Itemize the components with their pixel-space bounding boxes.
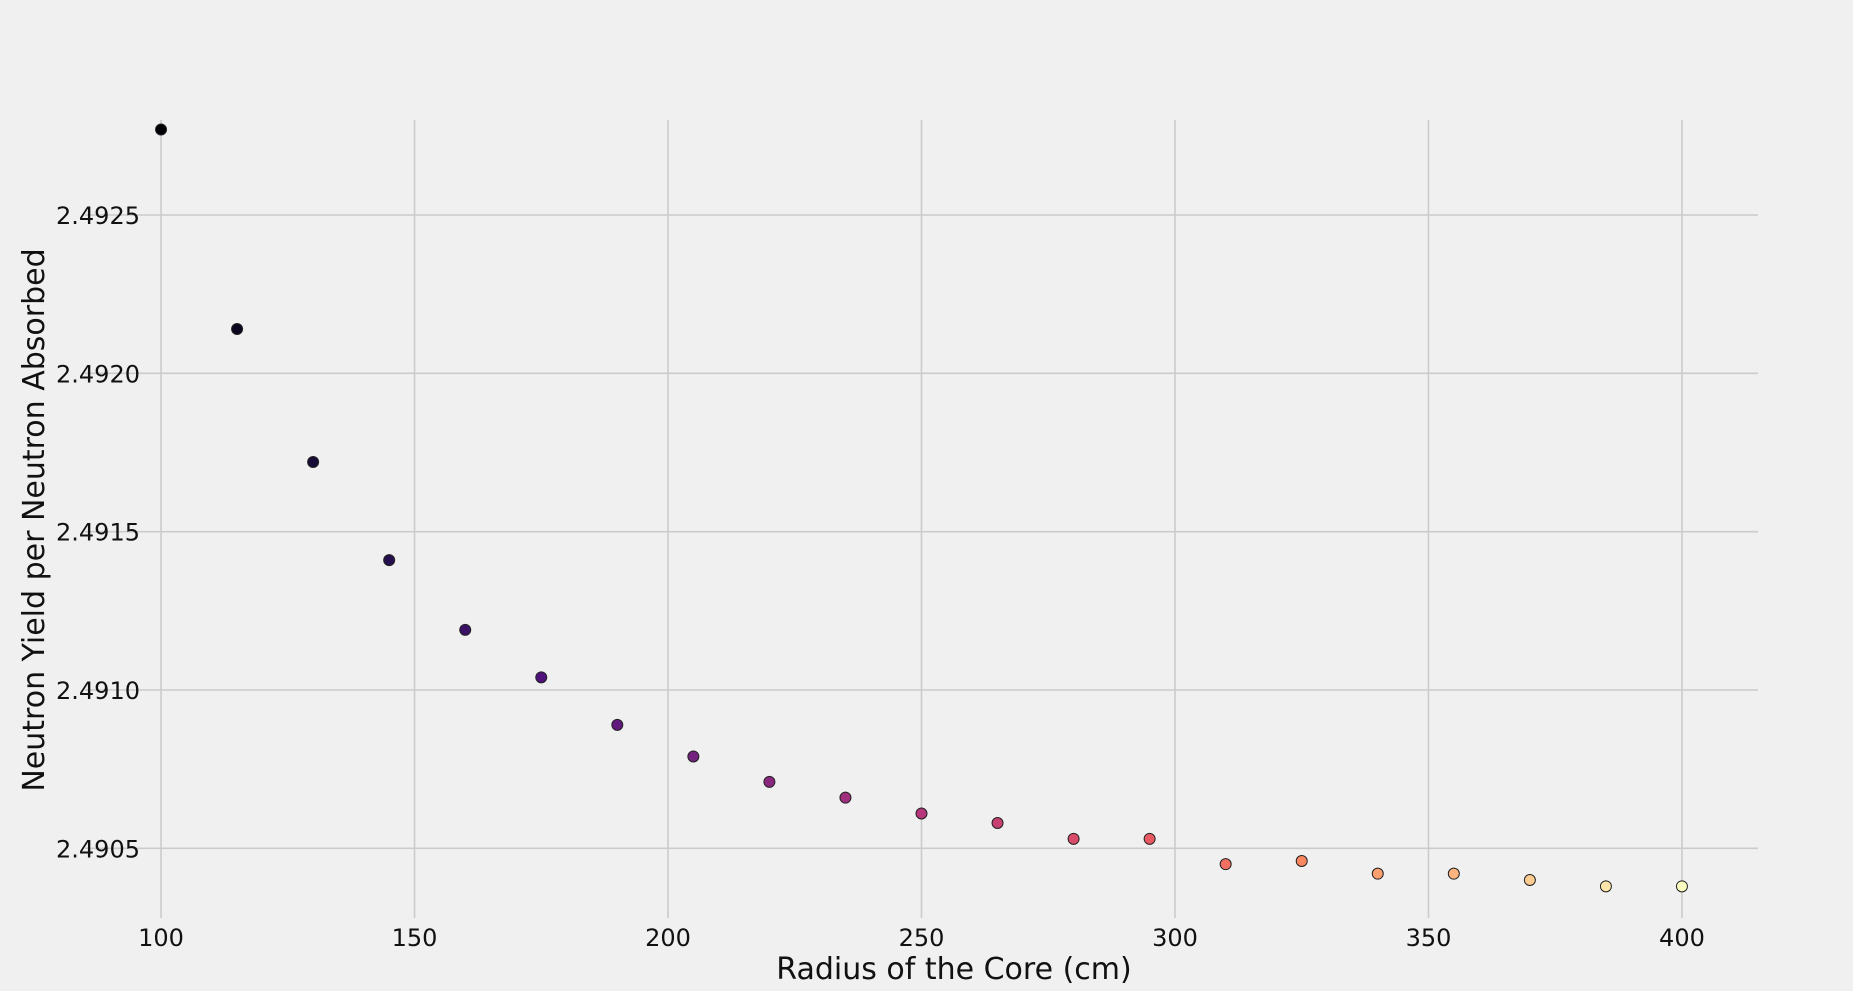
data-point [1599, 880, 1612, 893]
data-point [687, 750, 700, 763]
data-point [1523, 874, 1536, 886]
x-tick-label: 350 [1406, 924, 1452, 952]
data-point [1067, 832, 1080, 845]
data-points [155, 123, 1688, 893]
y-tick-label: 2.4925 [56, 202, 140, 230]
data-point [1143, 832, 1156, 845]
data-point [915, 807, 928, 820]
y-tick-label: 2.4915 [56, 519, 140, 547]
data-point [991, 817, 1004, 829]
y-tick-label: 2.4920 [56, 360, 140, 388]
data-point [1219, 858, 1232, 871]
y-axis-label: Neutron Yield per Neutron Absorbed [17, 248, 52, 791]
x-tick-label: 100 [138, 924, 184, 952]
y-axis-ticks: 2.4905 2.4910 2.4915 2.4920 2.4925 [56, 202, 140, 863]
data-point [459, 623, 472, 636]
x-tick-label: 400 [1659, 924, 1705, 952]
data-point [1675, 880, 1688, 893]
data-point [155, 123, 168, 136]
x-tick-label: 250 [899, 924, 945, 952]
y-tick-label: 2.4905 [56, 835, 140, 863]
data-point [307, 456, 320, 468]
data-point [1371, 867, 1384, 880]
x-tick-label: 150 [392, 924, 438, 952]
data-point [839, 791, 852, 804]
x-tick-label: 300 [1152, 924, 1198, 952]
x-tick-label: 200 [645, 924, 691, 952]
x-axis-ticks: 100 150 200 250 300 350 400 [138, 924, 1705, 952]
data-point [231, 323, 244, 335]
data-point [763, 775, 776, 788]
data-point [1447, 867, 1460, 880]
grid-lines [85, 120, 1758, 918]
y-tick-label: 2.4910 [56, 677, 140, 705]
data-point [383, 554, 396, 567]
data-point [535, 671, 548, 684]
data-point [1295, 855, 1308, 867]
x-axis-label: Radius of the Core (cm) [776, 952, 1131, 987]
data-point [611, 718, 624, 731]
